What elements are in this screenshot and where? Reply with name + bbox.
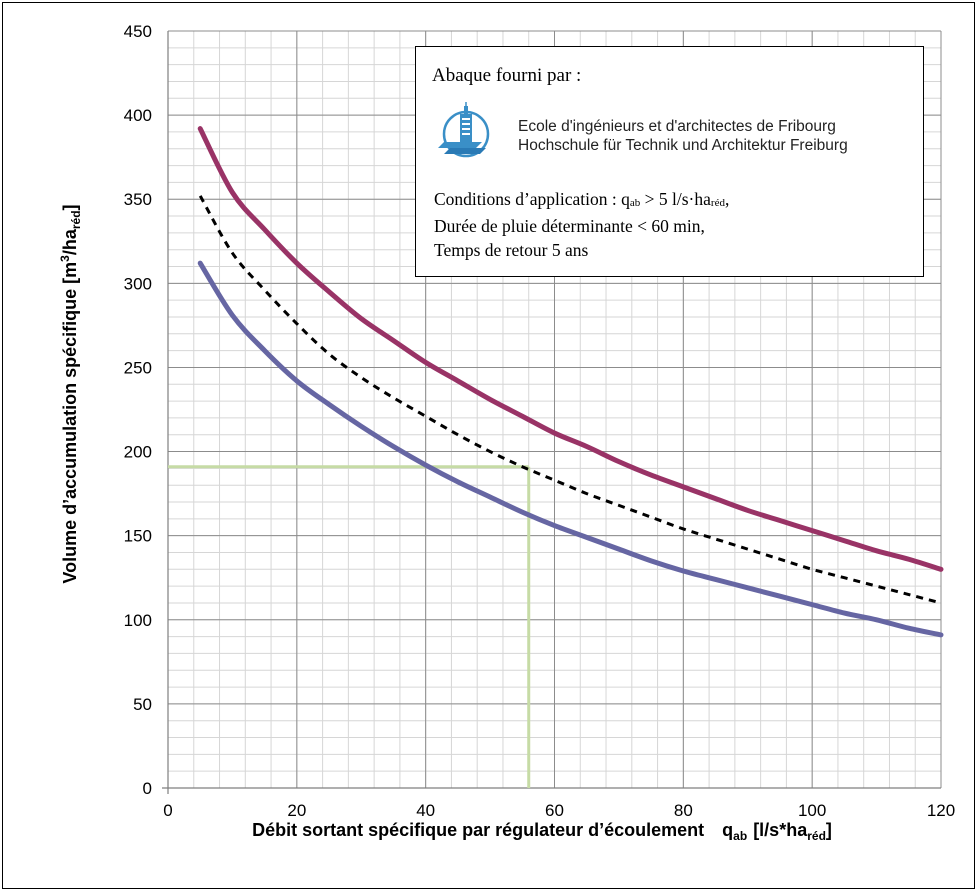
condition-line-2: Durée de pluie déterminante < 60 min, (434, 216, 705, 236)
x-axis-label-unit-sub: réd (807, 829, 826, 843)
y-tick-labels: 0 50 100 150 200 250 300 350 400 450 (124, 22, 152, 798)
series-line-2 (197, 260, 944, 638)
y-tick-label: 250 (124, 358, 152, 377)
y-tick-label: 450 (124, 22, 152, 41)
y-axis-label-post: ] (60, 204, 80, 210)
application-conditions: Conditions d’application : qab > 5 l/s·h… (434, 187, 729, 262)
series-line-1 (198, 195, 942, 605)
condition-line-3: Temps de retour 5 ans (434, 240, 589, 260)
y-tick-label: 50 (133, 695, 152, 714)
y-tick-label: 350 (124, 190, 152, 209)
y-tick-label: 100 (124, 611, 152, 630)
x-axis-label-symbol: q (722, 820, 733, 840)
y-axis-label-sup: 3 (58, 255, 72, 262)
y-tick-label: 400 (124, 106, 152, 125)
x-axis-label-main: Débit sortant spécifique par régulateur … (252, 820, 704, 840)
annotation-title: Abaque fourni par : (432, 65, 582, 86)
y-tick-label: 200 (124, 443, 152, 462)
y-axis-label-mid: /ha (60, 228, 80, 255)
x-tick-label: 60 (545, 801, 564, 820)
y-axis-label-sub: réd (69, 210, 83, 229)
y-tick-label: 150 (124, 527, 152, 546)
school-name-de: Hochschule für Technik und Architektur F… (518, 137, 848, 154)
x-tick-label: 120 (927, 801, 955, 820)
condition-line-1: Conditions d’application : qab > 5 l/s·h… (434, 189, 730, 209)
x-axis-label: Débit sortant spécifique par régulateur … (252, 820, 832, 843)
x-axis-label-unit: [l/s*ha (753, 820, 808, 840)
y-axis-label: Volume d’accumulation spécifique [m3/har… (58, 204, 83, 583)
x-tick-labels: 0 20 40 60 80 100 120 (163, 801, 955, 820)
series-line-0 (197, 126, 944, 572)
x-axis-label-symbol-sub: ab (733, 829, 747, 843)
y-tick-label: 0 (143, 779, 152, 798)
series-group (197, 126, 944, 638)
x-tick-label: 100 (798, 801, 826, 820)
y-tick-label: 300 (124, 274, 152, 293)
school-name-fr: Ecole d'ingénieurs et d'architectes de F… (518, 118, 836, 135)
x-tick-label: 80 (674, 801, 693, 820)
x-tick-label: 0 (163, 801, 172, 820)
building-tower-logo-icon (438, 102, 490, 158)
annotation-box: Abaque fourni par : Ecole d'ingénieurs e… (415, 46, 924, 277)
x-tick-label: 20 (287, 801, 306, 820)
school-name: Ecole d'ingénieurs et d'architectes de F… (518, 117, 848, 155)
reference-lines (168, 465, 531, 788)
x-tick-label: 40 (416, 801, 435, 820)
y-axis-label-main: Volume d’accumulation spécifique [m (60, 262, 80, 584)
x-axis-label-unit-post: ] (826, 820, 832, 840)
